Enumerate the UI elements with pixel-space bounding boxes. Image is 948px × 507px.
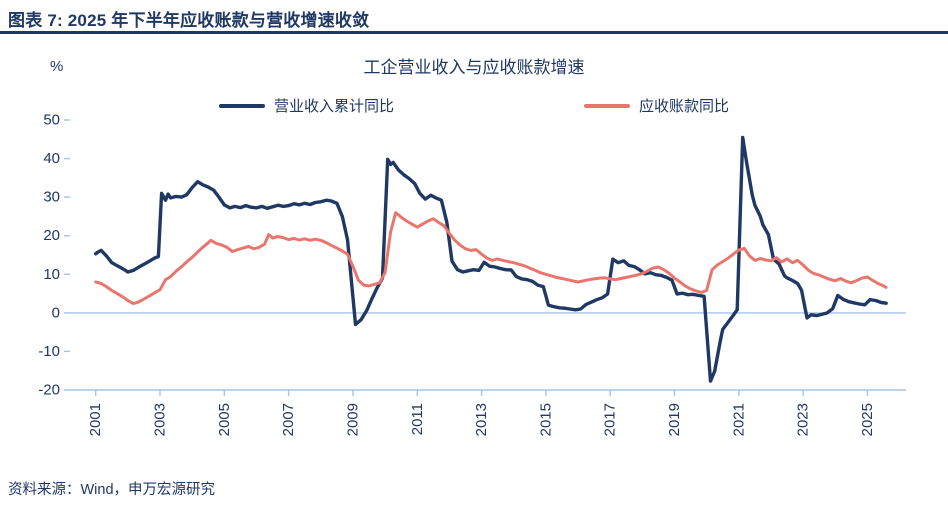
legend-label-revenue: 营业收入累计同比 — [273, 98, 394, 115]
y-tick-label: 50 — [43, 112, 60, 129]
y-tick-label: 40 — [43, 150, 60, 167]
title-underline — [0, 31, 948, 34]
y-tick-label: 30 — [43, 189, 60, 206]
x-tick-label: 2023 — [795, 403, 812, 436]
x-tick-label: 2019 — [666, 403, 683, 436]
receivables-line-swatch — [584, 103, 630, 108]
x-tick-label: 2013 — [473, 403, 490, 436]
x-tick-label: 2003 — [152, 403, 169, 436]
figure-title: 图表 7: 2025 年下半年应收账款与营收增速收敛 — [8, 11, 370, 30]
series-line-revenue — [93, 135, 888, 383]
x-tick-label: 2025 — [859, 403, 876, 436]
y-axis-unit-label: % — [50, 58, 64, 75]
y-tick-label: 10 — [43, 266, 60, 283]
x-tick-label: 2001 — [87, 403, 104, 436]
y-tick-label: -10 — [38, 343, 60, 360]
x-tick-label: 2015 — [537, 403, 554, 436]
series-line-receivables — [94, 211, 888, 306]
revenue-line-swatch — [218, 103, 265, 108]
x-tick-label: 2017 — [602, 403, 619, 436]
x-tick-label: 2009 — [345, 403, 362, 436]
x-tick-label: 2011 — [409, 403, 426, 435]
source-note: 资料来源：Wind，申万宏源研究 — [8, 482, 216, 498]
y-tick-label: 20 — [43, 227, 60, 244]
y-tick-label: -20 — [38, 382, 60, 399]
legend-item-revenue: 营业收入累计同比 — [218, 95, 394, 116]
x-tick-label: 2021 — [730, 403, 747, 436]
legend-label-receivables: 应收账款同比 — [639, 98, 730, 115]
x-tick-label: 2005 — [216, 403, 233, 436]
y-tick-label: 0 — [52, 304, 60, 321]
chart-plot-area: 50 40 30 20 10 0 -10 -20 2001 2003 2005 2007 2009 201… — [38, 112, 906, 436]
x-tick-label: 2007 — [280, 403, 297, 436]
chart-title: 工企营业收入与应收账款增速 — [363, 58, 585, 77]
chart-legend: 营业收入累计同比 应收账款同比 — [0, 95, 948, 116]
legend-item-receivables: 应收账款同比 — [584, 95, 729, 116]
